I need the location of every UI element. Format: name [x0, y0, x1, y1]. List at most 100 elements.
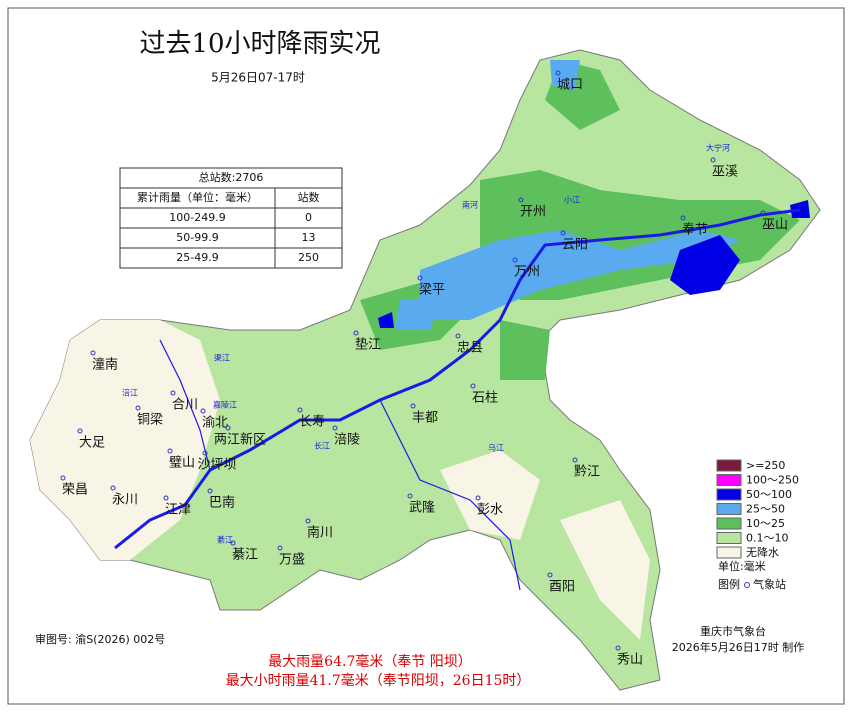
place-label: 彭水 — [477, 503, 503, 518]
place-label: 巫山 — [762, 218, 788, 233]
legend-swatch — [716, 546, 742, 559]
place-label: 开州 — [520, 205, 546, 220]
table-cell: 0 — [305, 211, 312, 224]
station — [207, 488, 213, 494]
table-cell: 站数 — [298, 190, 320, 204]
place-label: 渝北 — [202, 415, 228, 431]
station — [475, 495, 481, 501]
place-label: 忠县 — [457, 341, 483, 356]
station — [615, 645, 621, 651]
station — [297, 407, 303, 413]
place-label: 荣昌 — [62, 483, 88, 498]
table-cell: 250 — [298, 251, 319, 264]
legend-label: 50～100 — [746, 488, 792, 501]
station — [417, 275, 423, 281]
river-label: 长江 — [314, 441, 330, 451]
station — [518, 197, 524, 203]
legend-swatch — [716, 459, 742, 472]
legend-swatch — [716, 503, 742, 515]
station — [110, 485, 116, 491]
station — [200, 408, 206, 414]
place-label: 南川 — [307, 525, 333, 541]
legend-label: 0.1～10 — [746, 532, 789, 545]
station — [202, 450, 208, 456]
station — [332, 425, 338, 431]
station — [170, 390, 176, 396]
legend-unit: 单位:毫米 — [718, 559, 766, 573]
place-label: 沙坪坝 — [197, 458, 236, 473]
place-label: 奉节 — [682, 223, 708, 238]
tributary — [159, 339, 521, 591]
place-label: 巴南 — [209, 495, 235, 511]
table-cell: 13 — [302, 231, 316, 244]
place-label: 永川 — [112, 493, 138, 508]
river-label: 小江 — [564, 196, 580, 205]
approval: 审图号: 渝S(2026) 002号 — [35, 632, 165, 646]
table-cell: 累计雨量（单位：毫米） — [137, 190, 258, 204]
place-label: 黔江 — [574, 465, 600, 480]
table-border — [119, 167, 343, 269]
station — [547, 572, 553, 578]
place-label: 垫江 — [355, 337, 381, 353]
river-label: 嘉陵江 — [213, 400, 237, 410]
river-label: 綦江 — [217, 535, 233, 545]
title: 过去10小时降雨实况 — [139, 29, 380, 59]
place-label: 梁平 — [419, 283, 445, 298]
legend-label: >=250 — [746, 459, 785, 472]
place-label: 两江新区 — [214, 432, 266, 448]
frame — [7, 7, 845, 705]
station — [560, 230, 566, 236]
station — [410, 403, 416, 409]
place-label: 城口 — [557, 78, 583, 93]
map — [29, 49, 821, 691]
station — [353, 330, 359, 336]
river-label: 大宁河 — [706, 143, 730, 153]
place-label: 万州 — [514, 265, 540, 280]
place-label: 石柱 — [472, 391, 498, 406]
place-label: 巫溪 — [712, 165, 738, 180]
place-label: 綦江 — [232, 548, 258, 563]
place-label: 长寿 — [299, 415, 325, 430]
table-total: 总站数:2706 — [199, 170, 264, 184]
no-rain-area — [440, 450, 650, 640]
agency: 重庆市气象台 — [700, 624, 766, 638]
place-label: 云阳 — [562, 238, 588, 253]
table-cell: 50-99.9 — [176, 231, 218, 244]
legend-label: 10～25 — [746, 517, 785, 530]
place-label: 铜梁 — [137, 413, 163, 428]
legend-station-mark — [744, 582, 750, 588]
station — [167, 448, 173, 454]
place-label: 武隆 — [409, 501, 435, 516]
station — [710, 157, 716, 163]
legend-swatch — [716, 474, 742, 486]
river-label: 渠江 — [214, 353, 230, 363]
station — [572, 457, 578, 463]
river-label: 南河 — [462, 200, 478, 210]
place-label: 酉阳 — [549, 580, 575, 595]
rain-50-100 — [378, 200, 810, 328]
station — [277, 545, 283, 551]
station — [305, 518, 311, 524]
place-label: 万盛 — [279, 553, 305, 568]
max-rain: 最大雨量64.7毫米（奉节 阳坝） — [268, 653, 472, 670]
max-hourly: 最大小时雨量41.7毫米（奉节阳坝，26日15时） — [226, 672, 531, 689]
place-label: 丰都 — [412, 411, 438, 426]
station — [225, 425, 231, 431]
station — [512, 257, 518, 263]
place-label: 大足 — [79, 436, 105, 451]
made: 2026年5月26日17时 制作 — [672, 640, 804, 654]
no-rain-area — [30, 320, 220, 560]
place-label: 潼南 — [92, 357, 118, 373]
station — [135, 405, 141, 411]
place-label: 江津 — [165, 503, 191, 518]
legend-label: 无降水 — [746, 545, 779, 559]
place-label: 涪陵 — [334, 433, 360, 448]
legend-station: 气象站 — [753, 577, 786, 591]
table-cell: 25-49.9 — [176, 251, 218, 264]
river-label: 乌江 — [488, 443, 504, 453]
subtitle: 5月26日07-17时 — [211, 71, 305, 85]
table-cell: 100-249.9 — [169, 211, 225, 224]
yangtze-river — [114, 208, 801, 550]
